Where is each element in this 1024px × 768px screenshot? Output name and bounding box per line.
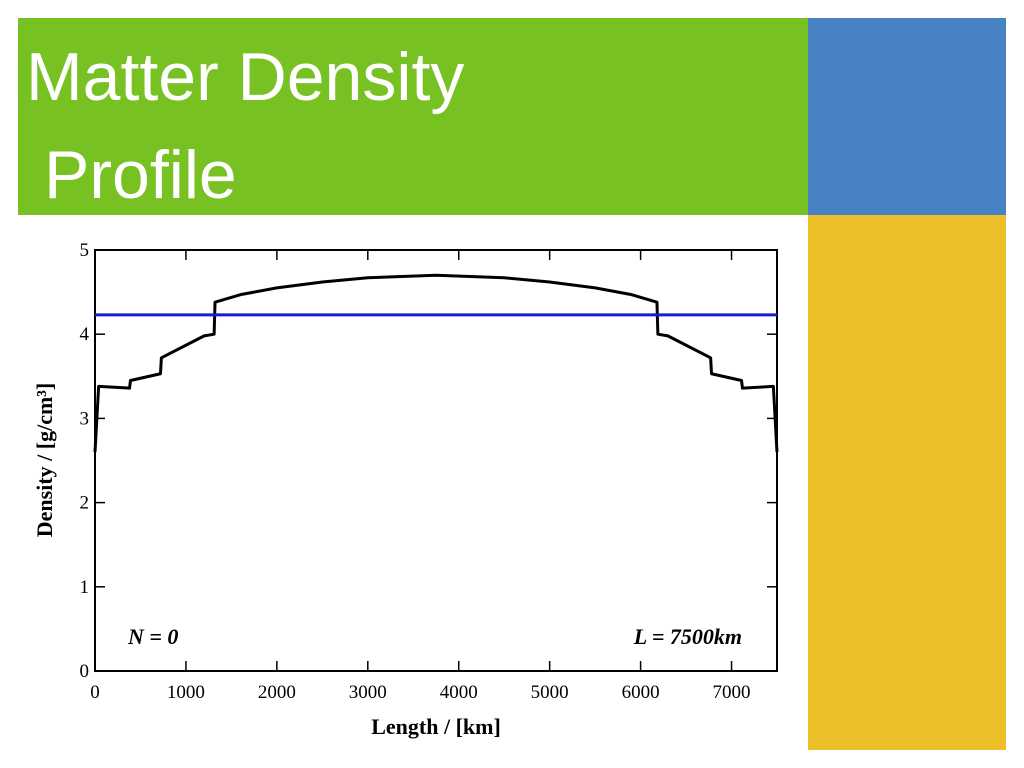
slide-title: Profile [44,137,237,213]
blue-block [808,18,1006,215]
x-tick-label: 4000 [440,682,478,703]
x-tick-label: 1000 [167,682,205,703]
annotation: L = 7500km [633,624,742,649]
y-tick-label: 2 [80,493,90,514]
x-tick-label: 0 [90,682,100,703]
plot-frame [94,249,778,672]
data-line [93,273,779,453]
x-tick-label: 2000 [258,682,296,703]
x-axis-label: Length / [km] [371,714,501,739]
x-tick-label: 5000 [531,682,569,703]
slide-title: Matter Density [26,39,464,115]
y-tick-label: 5 [80,240,90,261]
y-tick-label: 3 [80,408,90,429]
y-axis-label: Density / [g/cm³] [32,383,57,537]
x-tick-label: 7000 [713,682,751,703]
x-tick-label: 6000 [622,682,660,703]
y-tick-label: 1 [80,577,90,598]
title-band [18,18,808,215]
y-tick-label: 0 [80,661,90,682]
y-tick-label: 4 [80,324,90,345]
annotation: N = 0 [127,624,178,649]
x-tick-label: 3000 [349,682,387,703]
yellow-block [808,215,1006,750]
